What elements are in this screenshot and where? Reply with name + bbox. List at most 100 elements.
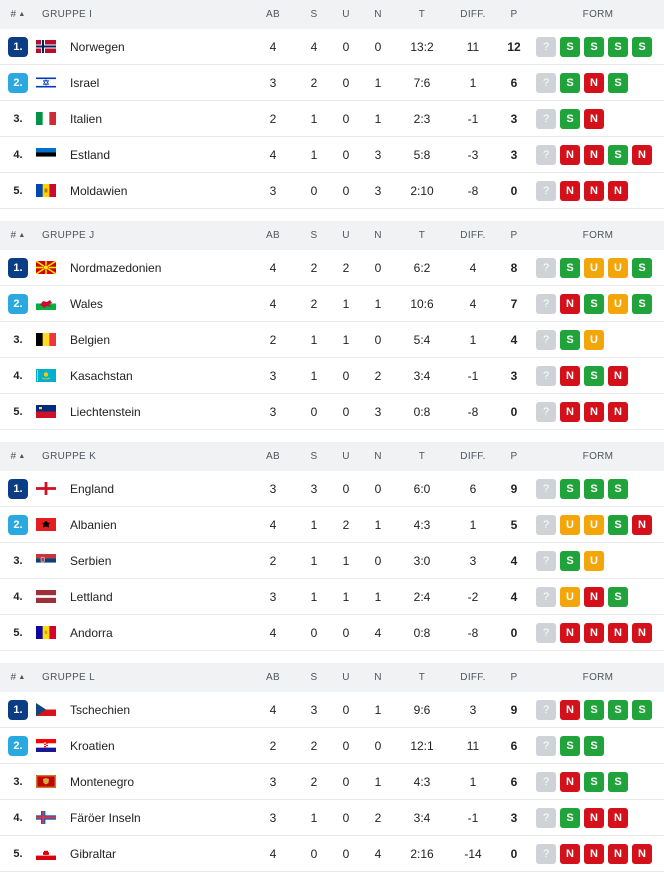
form-result-badge[interactable]: S <box>584 36 604 57</box>
col-s-header[interactable]: S <box>310 230 318 241</box>
table-row[interactable]: 1. Tschechien 4 3 0 1 9:6 3 9? N S S S <box>0 692 664 728</box>
team-name[interactable]: Norwegen <box>70 39 125 54</box>
upcoming-match-badge[interactable]: ? <box>536 293 556 314</box>
col-ab-header[interactable]: AB <box>266 672 280 683</box>
form-result-badge[interactable]: N <box>608 401 628 422</box>
table-row[interactable]: 1. Nordmazedonien 4 2 2 0 6:2 4 8? S U U S <box>0 250 664 286</box>
form-result-badge[interactable]: N <box>584 622 604 643</box>
upcoming-match-badge[interactable]: ? <box>536 144 556 165</box>
upcoming-match-badge[interactable]: ? <box>536 622 556 643</box>
col-diff-header[interactable]: DIFF. <box>460 451 486 462</box>
team-name[interactable]: Belgien <box>70 332 111 347</box>
team-name[interactable]: Italien <box>70 111 103 126</box>
col-u-header[interactable]: U <box>342 230 350 241</box>
col-u-header[interactable]: U <box>342 672 350 683</box>
form-result-badge[interactable]: N <box>584 807 604 828</box>
col-ab-header[interactable]: AB <box>266 451 280 462</box>
form-result-badge[interactable]: N <box>584 843 604 864</box>
col-t-header[interactable]: T <box>418 230 426 241</box>
col-p-header[interactable]: P <box>510 672 518 683</box>
col-p-header[interactable]: P <box>510 9 518 20</box>
team-name[interactable]: Nordmazedonien <box>70 260 162 275</box>
team-name[interactable]: England <box>70 481 115 496</box>
upcoming-match-badge[interactable]: ? <box>536 843 556 864</box>
form-result-badge[interactable]: U <box>584 329 604 350</box>
form-result-badge[interactable]: S <box>608 771 628 792</box>
table-row[interactable]: 4. Lettland 3 1 1 1 2:4 -2 4? U N S <box>0 579 664 615</box>
col-t-header[interactable]: T <box>418 672 426 683</box>
team-name[interactable]: Montenegro <box>70 774 135 789</box>
col-p-header[interactable]: P <box>510 451 518 462</box>
form-result-badge[interactable]: S <box>584 699 604 720</box>
col-u-header[interactable]: U <box>342 451 350 462</box>
form-result-badge[interactable]: N <box>632 622 652 643</box>
table-row[interactable]: 5. Moldawien 3 0 0 3 2:10 -8 0? N N N <box>0 173 664 209</box>
table-row[interactable]: 4. Färöer Inseln 3 1 0 2 3:4 -1 3? S N N <box>0 800 664 836</box>
form-result-badge[interactable]: S <box>560 478 580 499</box>
rank-header[interactable]: # ▲ <box>0 9 36 20</box>
form-result-badge[interactable]: N <box>560 293 580 314</box>
table-row[interactable]: 3. Serbien 2 1 1 0 3:0 3 4? S U <box>0 543 664 579</box>
table-row[interactable]: 3. Italien 2 1 0 1 2:3 -1 3? S N <box>0 101 664 137</box>
upcoming-match-badge[interactable]: ? <box>536 586 556 607</box>
table-row[interactable]: 5. Andorra 4 0 0 4 0:8 -8 0? N N N N <box>0 615 664 651</box>
table-row[interactable]: 2. Kroatien 2 2 0 0 12:1 11 6? S S <box>0 728 664 764</box>
team-name[interactable]: Andorra <box>70 625 113 640</box>
upcoming-match-badge[interactable]: ? <box>536 771 556 792</box>
form-result-badge[interactable]: N <box>560 699 580 720</box>
form-result-badge[interactable]: S <box>584 771 604 792</box>
form-result-badge[interactable]: N <box>584 108 604 129</box>
form-result-badge[interactable]: S <box>632 257 652 278</box>
col-n-header[interactable]: N <box>374 9 382 20</box>
upcoming-match-badge[interactable]: ? <box>536 550 556 571</box>
col-n-header[interactable]: N <box>374 230 382 241</box>
team-name[interactable]: Wales <box>70 296 103 311</box>
form-result-badge[interactable]: N <box>560 180 580 201</box>
col-n-header[interactable]: N <box>374 451 382 462</box>
form-result-badge[interactable]: N <box>584 144 604 165</box>
team-name[interactable]: Gibraltar <box>70 846 117 861</box>
form-result-badge[interactable]: U <box>584 257 604 278</box>
rank-header[interactable]: # ▲ <box>0 451 36 462</box>
form-result-badge[interactable]: N <box>584 180 604 201</box>
upcoming-match-badge[interactable]: ? <box>536 735 556 756</box>
form-result-badge[interactable]: U <box>584 514 604 535</box>
form-result-badge[interactable]: S <box>584 293 604 314</box>
upcoming-match-badge[interactable]: ? <box>536 257 556 278</box>
upcoming-match-badge[interactable]: ? <box>536 72 556 93</box>
table-row[interactable]: 1. Norwegen 4 4 0 0 13:2 11 12? S S S S <box>0 29 664 65</box>
table-row[interactable]: 1. England 3 3 0 0 6:0 6 9? S S S <box>0 471 664 507</box>
form-result-badge[interactable]: S <box>560 257 580 278</box>
form-result-badge[interactable]: S <box>608 144 628 165</box>
col-diff-header[interactable]: DIFF. <box>460 672 486 683</box>
col-s-header[interactable]: S <box>310 9 318 20</box>
form-result-badge[interactable]: N <box>560 365 580 386</box>
col-ab-header[interactable]: AB <box>266 230 280 241</box>
col-ab-header[interactable]: AB <box>266 9 280 20</box>
form-result-badge[interactable]: S <box>584 735 604 756</box>
team-name[interactable]: Moldawien <box>70 183 128 198</box>
upcoming-match-badge[interactable]: ? <box>536 514 556 535</box>
form-result-badge[interactable]: N <box>584 586 604 607</box>
form-result-badge[interactable]: S <box>608 699 628 720</box>
form-result-badge[interactable]: N <box>608 622 628 643</box>
form-result-badge[interactable]: U <box>560 586 580 607</box>
upcoming-match-badge[interactable]: ? <box>536 699 556 720</box>
table-row[interactable]: 5. Liechtenstein 3 0 0 3 0:8 -8 0? N N N <box>0 394 664 430</box>
form-result-badge[interactable]: S <box>560 807 580 828</box>
form-result-badge[interactable]: S <box>584 365 604 386</box>
team-name[interactable]: Lettland <box>70 589 113 604</box>
form-result-badge[interactable]: S <box>632 293 652 314</box>
form-result-badge[interactable]: U <box>584 550 604 571</box>
upcoming-match-badge[interactable]: ? <box>536 807 556 828</box>
col-diff-header[interactable]: DIFF. <box>460 9 486 20</box>
team-name[interactable]: Israel <box>70 75 100 90</box>
form-result-badge[interactable]: N <box>608 807 628 828</box>
form-result-badge[interactable]: N <box>560 622 580 643</box>
table-row[interactable]: 2. Albanien 4 1 2 1 4:3 1 5? U U S N <box>0 507 664 543</box>
form-result-badge[interactable]: S <box>608 36 628 57</box>
form-result-badge[interactable]: S <box>560 329 580 350</box>
upcoming-match-badge[interactable]: ? <box>536 36 556 57</box>
form-result-badge[interactable]: S <box>560 550 580 571</box>
form-result-badge[interactable]: N <box>560 401 580 422</box>
